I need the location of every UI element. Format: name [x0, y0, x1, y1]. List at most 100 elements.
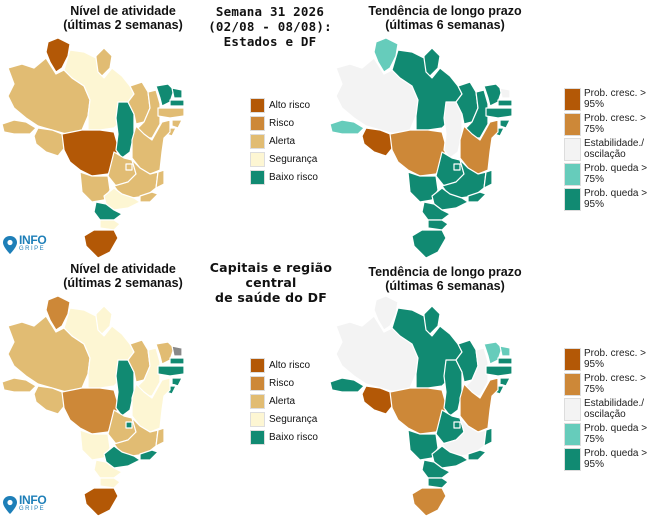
trend-legend-item: Prob. queda > 95% — [564, 448, 650, 471]
bottom-trend-title: Tendência de longo prazo (últimas 6 seman… — [368, 265, 522, 293]
top-center-title: Semana 31 2026 (02/08 - 08/08): Estados e … — [208, 4, 332, 49]
state-rn — [171, 345, 183, 357]
state-rr — [373, 37, 399, 73]
state-rr — [45, 295, 71, 331]
state-es — [483, 427, 493, 447]
trend-legend-swatch — [564, 138, 581, 161]
trend-legend-label: Prob. queda > 95% — [584, 188, 648, 210]
state-rs — [411, 487, 447, 517]
state-pb — [497, 99, 513, 107]
trend-legend-item: Estabilidade./ oscilação — [564, 138, 650, 161]
trend-legend-label: Prob. queda > 75% — [584, 423, 648, 445]
infogripe-logo-top: INFO GRIPE — [3, 234, 47, 254]
state-rn — [499, 87, 511, 99]
trend-legend-label: Prob. cresc. > 75% — [584, 373, 646, 395]
trend-legend-swatch — [564, 113, 581, 136]
activity-legend-swatch — [250, 430, 265, 445]
state-to — [115, 101, 135, 159]
activity-legend-label: Alto risco — [269, 100, 311, 111]
state-to — [443, 359, 463, 417]
state-rj — [467, 191, 487, 203]
trend-legend-label: Estabilidade./ oscilação — [584, 138, 645, 160]
state-rs — [83, 487, 119, 517]
top-trend-title: Tendência de longo prazo (últimas 6 seman… — [368, 4, 522, 32]
state-mg — [113, 159, 159, 199]
state-ma — [455, 81, 479, 125]
trend-legend-label: Prob. queda > 75% — [584, 163, 648, 185]
bottom-activity-title: Nível de atividade (últimas 2 semanas) — [63, 262, 183, 290]
state-ac — [329, 377, 365, 393]
activity-legend-item: Segurança — [250, 152, 318, 167]
trend-legend-swatch — [564, 348, 581, 371]
activity-legend-item: Alerta — [250, 394, 318, 409]
activity-legend-item: Risco — [250, 376, 318, 391]
state-df — [453, 421, 461, 429]
top-activity-legend: Alto risco Risco Alerta Segurança Baixo risc… — [250, 98, 318, 188]
state-ma — [455, 339, 479, 383]
bottom-trend-legend: Prob. cresc. > 95% Prob. cresc. > 75% Esta… — [564, 348, 650, 473]
activity-legend-item: Risco — [250, 116, 318, 131]
trend-legend-swatch — [564, 88, 581, 111]
state-ro — [33, 127, 67, 157]
state-pe — [485, 365, 513, 377]
state-ma — [127, 81, 151, 125]
state-rj — [139, 449, 159, 461]
state-rr — [45, 37, 71, 73]
trend-legend-item: Prob. queda > 75% — [564, 423, 650, 446]
activity-legend-label: Risco — [269, 118, 295, 129]
state-pr — [93, 459, 123, 479]
trend-legend-swatch — [564, 163, 581, 186]
state-pb — [169, 99, 185, 107]
state-ba — [131, 119, 171, 175]
state-ma — [127, 339, 151, 383]
map-top-activity — [0, 34, 200, 267]
state-es — [483, 169, 493, 189]
activity-legend-swatch — [250, 134, 265, 149]
state-al — [171, 119, 183, 129]
activity-legend-swatch — [250, 170, 265, 185]
trend-legend-label: Estabilidade./ oscilação — [584, 398, 645, 420]
location-pin-icon — [3, 496, 17, 514]
activity-legend-label: Risco — [269, 378, 295, 389]
trend-legend-swatch — [564, 373, 581, 396]
state-pr — [421, 459, 451, 479]
activity-legend-swatch — [250, 152, 265, 167]
state-rn — [171, 87, 183, 99]
activity-legend-label: Baixo risco — [269, 432, 318, 443]
map-bottom-trend — [328, 292, 528, 525]
trend-legend-item: Prob. queda > 95% — [564, 188, 650, 211]
activity-legend-swatch — [250, 98, 265, 113]
state-to — [115, 359, 135, 417]
activity-legend-item: Baixo risco — [250, 170, 318, 185]
activity-legend-swatch — [250, 116, 265, 131]
trend-legend-label: Prob. queda > 95% — [584, 448, 648, 470]
trend-legend-swatch — [564, 423, 581, 446]
trend-legend-item: Prob. cresc. > 95% — [564, 88, 650, 111]
bottom-center-title: Capitais e região central de saúde do DF — [209, 260, 333, 305]
map-bottom-activity — [0, 292, 200, 525]
state-rs — [83, 229, 119, 259]
state-ba — [459, 377, 499, 433]
state-df — [125, 421, 133, 429]
state-es — [155, 427, 165, 447]
state-rj — [139, 191, 159, 203]
trend-legend-item: Prob. cresc. > 95% — [564, 348, 650, 371]
state-mg — [113, 417, 159, 457]
state-al — [499, 377, 511, 387]
activity-legend-item: Alto risco — [250, 98, 318, 113]
state-ro — [361, 385, 395, 415]
state-ro — [361, 127, 395, 157]
activity-legend-swatch — [250, 394, 265, 409]
state-sc — [427, 219, 449, 231]
activity-legend-label: Segurança — [269, 154, 318, 165]
map-top-trend — [328, 34, 528, 267]
state-to — [443, 101, 463, 159]
trend-legend-item: Estabilidade./ oscilação — [564, 398, 650, 421]
trend-legend-swatch — [564, 398, 581, 421]
activity-legend-label: Segurança — [269, 414, 318, 425]
trend-legend-label: Prob. cresc. > 75% — [584, 113, 646, 135]
state-pb — [169, 357, 185, 365]
state-ac — [1, 377, 37, 393]
infogripe-logo-bottom: INFO GRIPE — [3, 494, 47, 514]
state-mg — [441, 159, 487, 199]
